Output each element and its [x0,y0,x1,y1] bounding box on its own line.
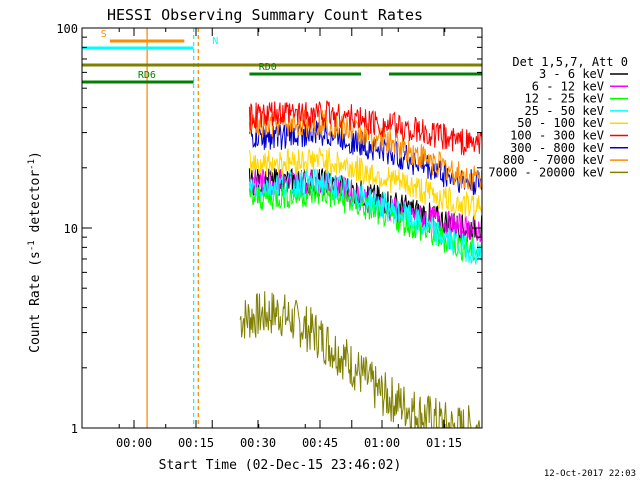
legend-label: 12 - 25 keV [525,92,604,106]
x-tick-label: 01:00 [364,436,400,450]
legend-header: Det 1,5,7, Att 0 [512,55,628,69]
legend-label: 800 - 7000 keV [503,153,604,167]
x-tick-label: 01:15 [426,436,462,450]
flag-label-s: S [101,29,107,40]
y-axis-label: Count Rate (s-1 detector-1) [27,151,43,353]
series-line-7 [248,119,482,196]
legend-label: 300 - 800 keV [510,141,604,155]
legend-label: 7000 - 20000 keV [488,165,604,179]
plot-axes: 1 10 100 00:00 00:15 00:30 00:45 01:00 01:15 [56,22,483,450]
flag-bars [82,39,482,84]
data-series [239,100,482,428]
y-axis-label-mid: detector [28,170,43,241]
series-line-6 [248,100,482,156]
legend-label: 100 - 300 keV [510,129,604,143]
chart-title: HESSI Observing Summary Count Rates [107,6,423,24]
flag-label-n: N [212,36,218,47]
series-line-3 [248,181,482,263]
legend-label: 25 - 50 keV [525,104,604,118]
x-tick-label: 00:45 [302,436,338,450]
series-line-9 [239,291,482,428]
legend-label: 50 - 100 keV [517,116,604,130]
footer-timestamp: 12-Oct-2017 22:03 [544,469,636,479]
y-axis-label-sup1: -1 [27,240,37,251]
x-tick-label: 00:00 [116,436,152,450]
x-tick-label: 00:15 [178,436,214,450]
series-line-4 [248,167,482,266]
y-axis-label-main: Count Rate (s [28,251,43,353]
y-tick-label: 1 [71,422,78,436]
legend-label: 6 - 12 keV [532,79,604,93]
flag-label-rd6: RD6 [138,70,156,81]
y-axis-label-sup2: -1 [27,159,37,170]
legend-label: 3 - 6 keV [539,67,604,81]
y-tick-label: 100 [56,22,78,36]
y-axis-label-end: ) [28,151,43,159]
y-tick-label: 10 [64,222,78,236]
flag-label-rd0: RD0 [259,62,277,73]
series-line-5 [248,147,482,221]
x-tick-label: 00:30 [240,436,276,450]
x-axis-label: Start Time (02-Dec-15 23:46:02) [159,458,402,473]
vertical-marker-lines [146,28,199,428]
